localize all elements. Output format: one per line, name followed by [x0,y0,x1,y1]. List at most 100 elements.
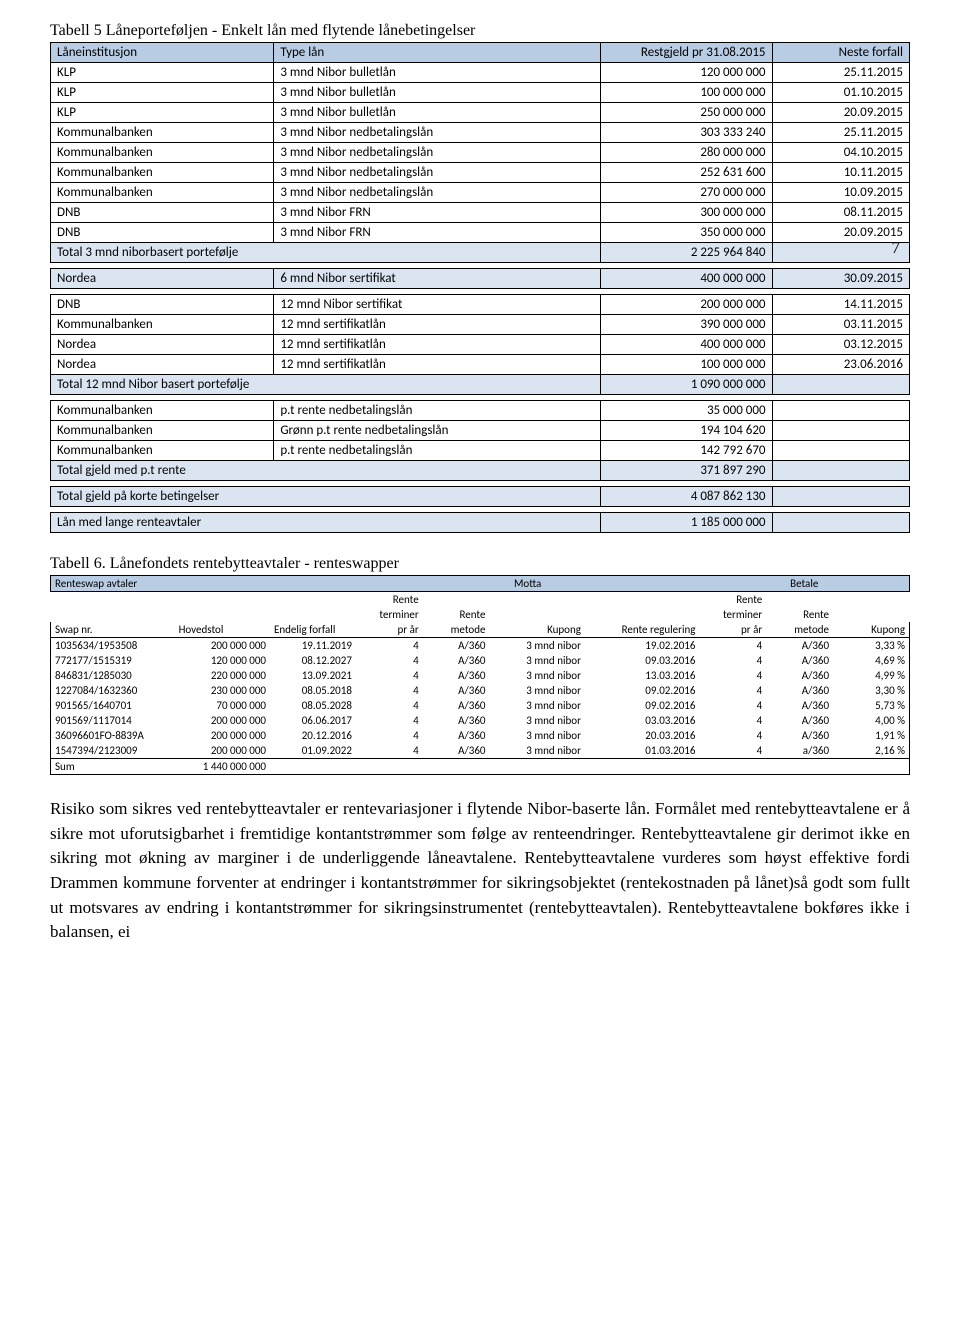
t5-h-c4: Neste forfall [772,43,909,63]
t5-total5-label: Total gjeld på korte betingelser [51,487,601,507]
cell: 350 000 000 [600,223,772,243]
cell: 1035634/1953508 [51,638,175,654]
table-row: KLP3 mnd Nibor bulletlån100 000 00001.10… [51,83,910,103]
table-row: DNB12 mnd Nibor sertifikat200 000 00014.… [51,295,910,315]
cell: A/360 [766,668,833,683]
cell: Kommunalbanken [51,421,274,441]
cell [772,441,909,461]
cell: 280 000 000 [600,143,772,163]
cell: 35 000 000 [600,401,772,421]
table5-header-row: Låneinstitusjon Type lån Restgjeld pr 31… [51,43,910,63]
cell: DNB [51,223,274,243]
cell: A/360 [766,638,833,654]
cell: 4,00 % [833,713,909,728]
cell: 10.09.2015 [772,183,909,203]
table-row: Nordea12 mnd sertifikatlån400 000 00003.… [51,335,910,355]
cell: 4 [356,668,423,683]
cell: 4,69 % [833,653,909,668]
cell: 120 000 000 [600,63,772,83]
table-row: DNB3 mnd Nibor FRN350 000 00020.09.2015 [51,223,910,243]
cell: 3 mnd nibor [489,638,584,654]
cell: 03.03.2016 [585,713,700,728]
cell: 10.11.2015 [772,163,909,183]
cell: 3 mnd Nibor bulletlån [274,83,600,103]
t5-total3: Total 12 mnd Nibor basert portefølje 1 0… [51,375,910,395]
cell: 230 000 000 [175,683,270,698]
cell: 3,30 % [833,683,909,698]
t5-total6-label: Lån med lange renteavtaler [51,513,601,533]
cell: 08.11.2015 [772,203,909,223]
cell: 3 mnd Nibor bulletlån [274,63,600,83]
cell: 120 000 000 [175,653,270,668]
cell: 4 [356,683,423,698]
t6-s2-c5: Rente [423,607,490,622]
t5-total1-empty [772,243,909,263]
table-row: Nordea12 mnd sertifikatlån100 000 00023.… [51,355,910,375]
cell: 3 mnd Nibor FRN [274,223,600,243]
t5-total6: Lån med lange renteavtaler 1 185 000 000 [51,513,910,533]
cell: Kommunalbanken [51,315,274,335]
t6-s1-c8: Rente [699,592,766,608]
t5-total4: Total gjeld med p.t rente 371 897 290 [51,461,910,481]
cell: 04.10.2015 [772,143,909,163]
cell: 270 000 000 [600,183,772,203]
t5-h-c3: Restgjeld pr 31.08.2015 [600,43,772,63]
cell: A/360 [423,743,490,759]
cell [772,421,909,441]
cell: 4 [699,638,766,654]
cell: Nordea [51,335,274,355]
cell: 4 [356,713,423,728]
cell: 200 000 000 [600,295,772,315]
cell: 300 000 000 [600,203,772,223]
cell: 4 [699,743,766,759]
cell: 25.11.2015 [772,63,909,83]
t5-total1: Total 3 mnd niborbasert portefølje 2 225… [51,243,910,263]
cell: 01.10.2015 [772,83,909,103]
cell: a/360 [766,743,833,759]
cell: Kommunalbanken [51,441,274,461]
cell: Kommunalbanken [51,123,274,143]
cell: 846831/1285030 [51,668,175,683]
cell: Grønn p.t rente nedbetalingslån [274,421,600,441]
table-row: KLP3 mnd Nibor bulletlån120 000 00025.11… [51,63,910,83]
cell: 20.03.2016 [585,728,700,743]
cell [772,401,909,421]
cell: 12 mnd sertifikatlån [274,355,600,375]
t5-total4-label: Total gjeld med p.t rente [51,461,601,481]
cell: 3 mnd Nibor nedbetalingslån [274,143,600,163]
t6-s3-c4: pr år [356,622,423,638]
cell: 901565/1640701 [51,698,175,713]
cell: DNB [51,203,274,223]
table-row: 1227084/1632360230 000 00008.05.20184A/3… [51,683,910,698]
t5-total1-label: Total 3 mnd niborbasert portefølje [51,243,601,263]
cell: Nordea [51,269,274,289]
cell: A/360 [766,713,833,728]
cell: 3 mnd nibor [489,698,584,713]
cell: 13.09.2021 [270,668,356,683]
cell: KLP [51,103,274,123]
cell: 4 [356,698,423,713]
cell: 19.02.2016 [585,638,700,654]
cell: 12 mnd sertifikatlån [274,315,600,335]
cell: 25.11.2015 [772,123,909,143]
table-row: Kommunalbankenp.t rente nedbetalingslån3… [51,401,910,421]
cell: 01.09.2022 [270,743,356,759]
t6-s3-c10: Kupong [833,622,909,638]
cell: 19.11.2019 [270,638,356,654]
cell: 3 mnd nibor [489,653,584,668]
t5-total6-empty [772,513,909,533]
table-row: Kommunalbanken3 mnd Nibor nedbetalingslå… [51,143,910,163]
cell: 4 [356,638,423,654]
t6-h-betale: Betale [699,576,909,592]
cell: A/360 [423,668,490,683]
cell: 1547394/2123009 [51,743,175,759]
cell: 6 mnd Nibor sertifikat [274,269,600,289]
t6-s2-c4: terminer [356,607,423,622]
cell: 194 104 620 [600,421,772,441]
cell: 08.05.2018 [270,683,356,698]
t6-sum-row: Sum 1 440 000 000 [51,759,910,775]
cell: KLP [51,63,274,83]
cell: A/360 [423,728,490,743]
table5: Låneinstitusjon Type lån Restgjeld pr 31… [50,42,910,533]
t5-total5-val: 4 087 862 130 [600,487,772,507]
